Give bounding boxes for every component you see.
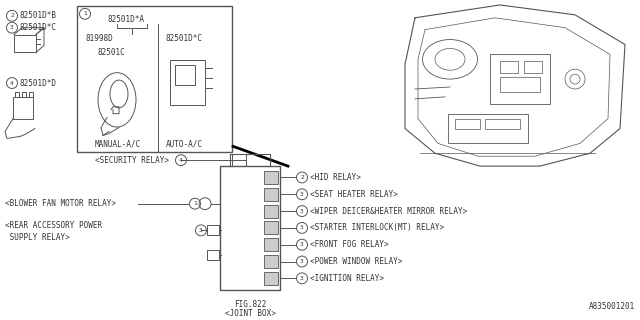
Text: 82501C: 82501C xyxy=(97,48,125,57)
Text: <FRONT FOG RELAY>: <FRONT FOG RELAY> xyxy=(310,240,388,249)
Text: <SECURITY RELAY>: <SECURITY RELAY> xyxy=(95,156,169,165)
Bar xyxy=(524,61,542,73)
Bar xyxy=(485,119,520,129)
Bar xyxy=(220,166,280,290)
Bar xyxy=(29,92,33,97)
Bar xyxy=(14,35,36,52)
Bar xyxy=(500,77,540,92)
Bar xyxy=(207,225,219,235)
Text: A835001201: A835001201 xyxy=(589,302,635,311)
Bar xyxy=(455,119,480,129)
Text: 81998D: 81998D xyxy=(85,34,113,43)
Bar xyxy=(490,54,550,104)
Bar xyxy=(264,255,278,268)
Text: AUTO-A/C: AUTO-A/C xyxy=(166,140,203,149)
Text: 3: 3 xyxy=(10,25,14,30)
Text: 3: 3 xyxy=(300,209,304,213)
Text: SUPPLY RELAY>: SUPPLY RELAY> xyxy=(5,233,70,242)
Text: 82501D*D: 82501D*D xyxy=(20,78,57,88)
Text: MANUAL-A/C: MANUAL-A/C xyxy=(95,140,141,149)
Text: 3: 3 xyxy=(300,192,304,197)
Text: 4: 4 xyxy=(179,158,183,163)
Text: 82501D*A: 82501D*A xyxy=(107,15,144,24)
Text: 82501D*C: 82501D*C xyxy=(166,34,203,43)
Bar xyxy=(22,92,26,97)
Text: 3: 3 xyxy=(300,259,304,264)
Text: 3: 3 xyxy=(199,228,203,233)
Text: 4: 4 xyxy=(10,81,14,85)
Text: 82501D*C: 82501D*C xyxy=(20,23,57,32)
Text: 3: 3 xyxy=(300,276,304,281)
Bar xyxy=(264,188,278,201)
Text: 2: 2 xyxy=(10,13,14,18)
Bar xyxy=(264,205,278,218)
Text: <IGNITION RELAY>: <IGNITION RELAY> xyxy=(310,274,384,283)
Bar xyxy=(232,154,246,166)
Text: <WIPER DEICER&HEATER MIRROR RELAY>: <WIPER DEICER&HEATER MIRROR RELAY> xyxy=(310,207,467,216)
Text: <STARTER INTERLOCK(MT) RELAY>: <STARTER INTERLOCK(MT) RELAY> xyxy=(310,223,444,232)
Bar xyxy=(448,114,528,143)
Text: <HID RELAY>: <HID RELAY> xyxy=(310,173,361,182)
Bar xyxy=(15,92,19,97)
Text: 1: 1 xyxy=(83,11,87,16)
Bar xyxy=(264,238,278,251)
Text: 82501D*B: 82501D*B xyxy=(20,11,57,20)
Bar xyxy=(207,250,219,260)
Text: <SEAT HEATER RELAY>: <SEAT HEATER RELAY> xyxy=(310,190,398,199)
Bar xyxy=(264,272,278,285)
Bar xyxy=(175,65,195,85)
Bar xyxy=(264,171,278,184)
Text: 3: 3 xyxy=(300,242,304,247)
Text: <POWER WINDOW RELAY>: <POWER WINDOW RELAY> xyxy=(310,257,403,266)
Text: <BLOWER FAN MOTOR RELAY>: <BLOWER FAN MOTOR RELAY> xyxy=(5,199,116,208)
Bar xyxy=(77,6,232,152)
Bar xyxy=(170,60,205,105)
Text: <JOINT BOX>: <JOINT BOX> xyxy=(225,309,275,318)
Bar xyxy=(13,97,33,119)
Text: <REAR ACCESSORY POWER: <REAR ACCESSORY POWER xyxy=(5,221,102,230)
Bar xyxy=(500,61,518,73)
Text: FIG.822: FIG.822 xyxy=(234,300,266,308)
Text: 2: 2 xyxy=(300,175,304,180)
Bar xyxy=(264,221,278,234)
Text: 3: 3 xyxy=(300,225,304,230)
Text: 1: 1 xyxy=(193,201,197,206)
